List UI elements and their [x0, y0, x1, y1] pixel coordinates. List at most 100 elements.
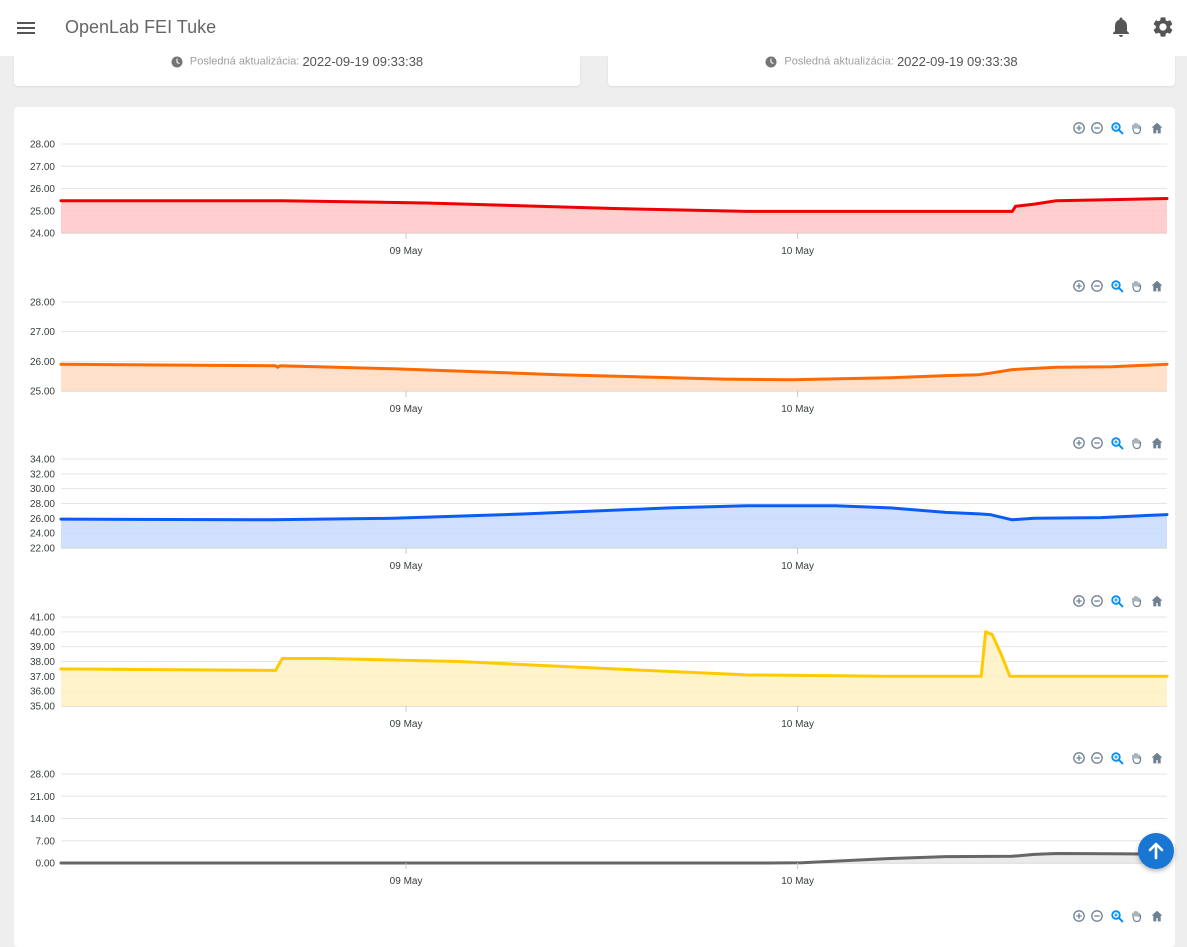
charts-panel: 24.00 25.00 26.00 27.00 28.00 09 May 10 May 25.…: [14, 107, 1175, 947]
y-tick-label: 24.00: [30, 229, 55, 240]
app-title: OpenLab FEI Tuke: [65, 17, 217, 37]
chart-6: [1071, 908, 1165, 924]
menu-icon: [17, 22, 35, 34]
x-tick-label: 10 May: [781, 719, 814, 730]
y-tick-label: 30.00: [30, 484, 55, 495]
y-tick-label: 32.00: [30, 469, 55, 480]
y-tick-label: 25.00: [30, 387, 55, 398]
y-tick-label: 26.00: [30, 357, 55, 368]
settings-button[interactable]: [1151, 15, 1175, 39]
chart-toolbar: [1071, 120, 1165, 136]
x-tick-label: 09 May: [390, 404, 423, 415]
arrow-up-icon: [1148, 842, 1164, 860]
info-card: Posledná aktualizácia: 2022-09-19 09:33:…: [608, 54, 1175, 86]
info-card: Posledná aktualizácia: 2022-09-19 09:33:…: [14, 54, 580, 86]
zoom-out-icon[interactable]: [1089, 908, 1105, 924]
zoom-in-icon[interactable]: [1071, 278, 1087, 294]
y-tick-label: 35.00: [30, 702, 55, 713]
last-update: Posledná aktualizácia: 2022-09-19 09:33:…: [14, 54, 580, 69]
x-tick-label: 09 May: [390, 719, 423, 730]
x-tick-label: 10 May: [781, 246, 814, 257]
x-tick-label: 09 May: [390, 561, 423, 572]
series-line: [59, 630, 1169, 678]
x-tick-label: 10 May: [781, 404, 814, 415]
pan-icon[interactable]: [1128, 120, 1144, 136]
chart-toolbar: [1071, 435, 1165, 451]
y-tick-label: 7.00: [36, 836, 56, 847]
y-tick-label: 28.00: [30, 140, 55, 151]
y-tick-label: 24.00: [30, 529, 55, 540]
pan-icon[interactable]: [1128, 593, 1144, 609]
y-tick-label: 26.00: [30, 184, 55, 195]
chart-4: 35.00 36.00 37.00 38.00 39.00 40.00 41.00 09 Ma…: [30, 593, 1169, 730]
y-tick-label: 40.00: [30, 627, 55, 638]
zoom-in-icon[interactable]: [1071, 120, 1087, 136]
chart-5: 0.00 7.00 14.00 21.00 28.00 09 May 10 May: [30, 750, 1169, 887]
reset-home-icon[interactable]: [1149, 120, 1165, 136]
bell-icon: [1113, 17, 1129, 37]
zoom-in-icon[interactable]: [1071, 750, 1087, 766]
y-tick-label: 22.00: [30, 544, 55, 555]
y-tick-label: 39.00: [30, 642, 55, 653]
chart-toolbar: [1071, 908, 1165, 924]
x-tick-label: 10 May: [781, 876, 814, 887]
y-tick-label: 26.00: [30, 514, 55, 525]
y-tick-label: 0.00: [36, 859, 56, 870]
last-update-label: Posledná aktualizácia:: [784, 55, 894, 68]
reset-home-icon[interactable]: [1149, 750, 1165, 766]
selection-zoom-icon[interactable]: [1109, 278, 1125, 294]
y-tick-label: 28.00: [30, 298, 55, 309]
zoom-in-icon[interactable]: [1071, 593, 1087, 609]
scroll-to-top-button[interactable]: [1138, 833, 1174, 869]
y-tick-label: 27.00: [30, 327, 55, 338]
pan-icon[interactable]: [1128, 278, 1144, 294]
y-tick-label: 28.00: [30, 770, 55, 781]
series-line: [59, 852, 1169, 865]
y-tick-label: 25.00: [30, 206, 55, 217]
series-area: [61, 853, 1167, 863]
y-tick-label: 14.00: [30, 814, 55, 825]
reset-home-icon[interactable]: [1149, 593, 1165, 609]
selection-zoom-icon[interactable]: [1109, 593, 1125, 609]
y-tick-label: 36.00: [30, 687, 55, 698]
y-tick-label: 27.00: [30, 162, 55, 173]
notifications-button[interactable]: [1109, 15, 1133, 39]
x-tick-label: 09 May: [390, 876, 423, 887]
chart-toolbar: [1071, 593, 1165, 609]
chart-toolbar: [1071, 750, 1165, 766]
y-tick-label: 21.00: [30, 792, 55, 803]
x-tick-label: 10 May: [781, 561, 814, 572]
chart-toolbar: [1071, 278, 1165, 294]
last-update: Posledná aktualizácia: 2022-09-19 09:33:…: [608, 54, 1175, 69]
reset-home-icon[interactable]: [1149, 278, 1165, 294]
charts-canvas: 24.00 25.00 26.00 27.00 28.00 09 May 10 May 25.…: [30, 120, 1169, 924]
series-area: [61, 505, 1167, 548]
selection-zoom-icon[interactable]: [1109, 750, 1125, 766]
last-update-value: 2022-09-19 09:33:38: [896, 54, 1018, 69]
pan-icon[interactable]: [1128, 908, 1144, 924]
series-line: [59, 362, 1169, 382]
top-app-bar: OpenLab FEI Tuke: [0, 0, 1187, 56]
pan-icon[interactable]: [1128, 750, 1144, 766]
zoom-out-icon[interactable]: [1089, 593, 1105, 609]
zoom-in-icon[interactable]: [1071, 908, 1087, 924]
menu-button[interactable]: [14, 16, 38, 40]
pan-icon[interactable]: [1128, 435, 1144, 451]
y-tick-label: 34.00: [30, 455, 55, 466]
zoom-in-icon[interactable]: [1071, 435, 1087, 451]
selection-zoom-icon[interactable]: [1109, 435, 1125, 451]
clock-icon: [171, 56, 183, 67]
last-update-label: Posledná aktualizácia:: [189, 55, 300, 68]
selection-zoom-icon[interactable]: [1109, 120, 1125, 136]
chart-3: 22.00 24.00 26.00 28.00 30.00 32.00 34.00 09 Ma…: [30, 435, 1169, 572]
y-tick-label: 41.00: [30, 613, 55, 624]
selection-zoom-icon[interactable]: [1109, 908, 1125, 924]
zoom-out-icon[interactable]: [1089, 435, 1105, 451]
reset-home-icon[interactable]: [1149, 435, 1165, 451]
last-update-value: 2022-09-19 09:33:38: [302, 54, 424, 69]
zoom-out-icon[interactable]: [1089, 278, 1105, 294]
zoom-out-icon[interactable]: [1089, 750, 1105, 766]
series-area: [61, 198, 1167, 233]
zoom-out-icon[interactable]: [1089, 120, 1105, 136]
reset-home-icon[interactable]: [1149, 908, 1165, 924]
